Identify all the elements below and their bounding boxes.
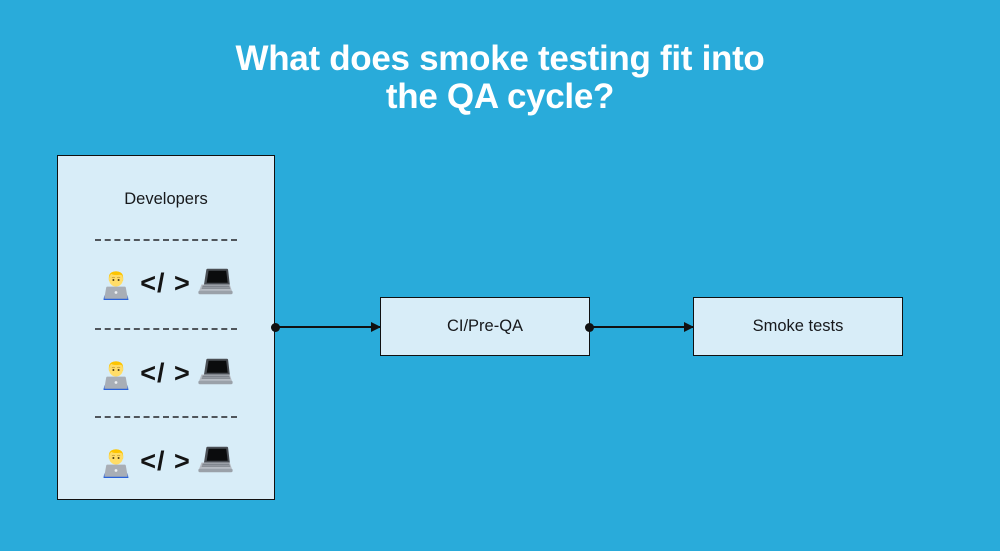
code-tag-text: </ > [140, 358, 191, 388]
developers-group-box: Developers </ > [57, 155, 275, 500]
node-ci-pre-qa-label: CI/Pre-QA [446, 317, 524, 335]
connector-dot [271, 322, 280, 332]
node-ci-pre-qa: CI/Pre-QA [380, 297, 590, 356]
page-title: What does smoke testing fit into the QA … [0, 40, 1000, 116]
developer-row: </ > [99, 356, 233, 390]
laptop-icon [194, 446, 233, 477]
developer-row: </ > [99, 266, 233, 300]
node-smoke-tests: Smoke tests [693, 297, 903, 356]
developer-row: </ > [99, 444, 233, 478]
dashed-divider [95, 239, 237, 241]
technologist-icon [99, 267, 133, 300]
technologist-icon [99, 357, 133, 390]
node-smoke-tests-label: Smoke tests [752, 317, 844, 335]
arrowhead-icon [371, 321, 381, 332]
connector-dot [585, 322, 594, 332]
arrowhead-icon [684, 321, 694, 332]
laptop-icon [194, 268, 233, 299]
code-tag-text: </ > [140, 446, 191, 476]
dashed-divider [95, 416, 237, 418]
laptop-icon [194, 358, 233, 389]
connector-ci-to-smoke-tests [585, 321, 694, 332]
technologist-icon [99, 445, 133, 478]
page-title-line1: What does smoke testing fit into [235, 39, 765, 78]
page-title-line2: the QA cycle? [385, 77, 615, 116]
developers-label: Developers [124, 190, 208, 208]
code-tag-text: </ > [140, 268, 191, 298]
connector-developers-to-ci [271, 321, 381, 332]
dashed-divider [95, 328, 237, 330]
